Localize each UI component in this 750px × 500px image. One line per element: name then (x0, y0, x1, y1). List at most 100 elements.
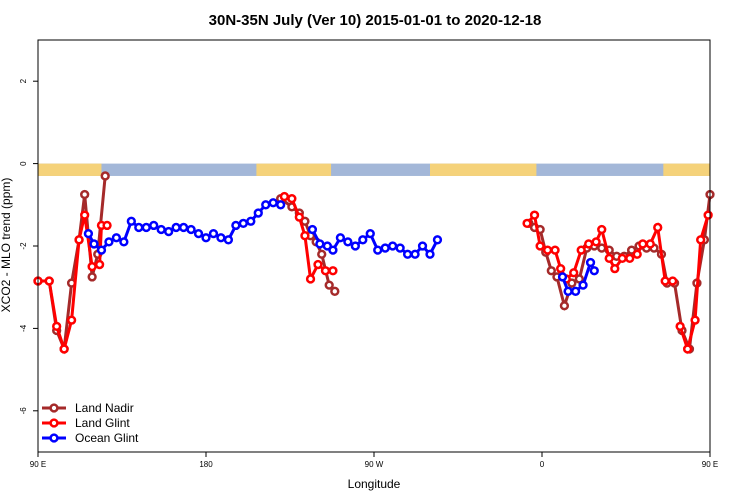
data-point (604, 253, 614, 264)
y-tick-label: -4 (19, 324, 28, 332)
data-point (584, 239, 594, 249)
data-point (610, 264, 620, 274)
data-point (632, 249, 642, 259)
land-mask (38, 163, 710, 176)
data-point (574, 274, 584, 284)
data-point (653, 222, 663, 233)
data-point (529, 210, 540, 220)
legend-label: Ocean Glint (75, 431, 139, 445)
data-point (268, 198, 278, 208)
land-band (38, 163, 102, 176)
data-point (59, 344, 69, 354)
data-point (305, 274, 316, 284)
data-point (74, 235, 84, 245)
data-point (343, 237, 353, 247)
data-point (589, 266, 599, 276)
data-point (164, 226, 174, 237)
data-point (591, 237, 601, 247)
data-point (134, 222, 144, 233)
data-point (559, 301, 570, 311)
data-point (102, 220, 112, 231)
x-tick-label: 90 E (702, 460, 718, 469)
series-land-glint (33, 191, 713, 355)
data-point (307, 224, 318, 235)
data-point (294, 212, 304, 222)
data-point (556, 264, 566, 274)
data-point (313, 259, 323, 270)
data-point (358, 235, 368, 245)
land-band (256, 163, 332, 176)
legend-marker (49, 418, 59, 428)
data-point (178, 222, 189, 233)
data-point (186, 224, 196, 235)
data-point (96, 245, 107, 255)
data-point (425, 249, 435, 259)
y-axis: 2 0 -2 -4 -6 (19, 78, 38, 414)
data-point (542, 245, 553, 255)
data-point (417, 241, 428, 251)
land-band (663, 163, 710, 176)
data-point (402, 249, 413, 259)
data-point (66, 315, 77, 325)
data-point (119, 237, 129, 247)
y-tick-label: 2 (19, 78, 28, 83)
data-point (703, 210, 713, 220)
data-point (410, 249, 420, 259)
data-point (104, 237, 114, 247)
data-point (94, 259, 105, 270)
data-point (690, 315, 700, 325)
data-point (44, 276, 54, 286)
ocean-band (38, 163, 710, 176)
x-tick-label: 90 E (30, 460, 46, 469)
data-point (432, 235, 443, 245)
data-point (597, 243, 607, 253)
data-point (578, 280, 588, 290)
legend-label: Land Nadir (75, 401, 134, 415)
data-point (279, 191, 290, 202)
data-point (89, 239, 99, 249)
data-point (365, 228, 375, 239)
y-tick-label: -6 (19, 407, 28, 415)
data-point (223, 235, 234, 245)
data-point (557, 272, 568, 282)
data-point (231, 220, 241, 231)
data-point (100, 171, 110, 181)
data-point (253, 208, 263, 218)
x-tick-label: 90 W (365, 460, 384, 469)
data-point (317, 249, 327, 259)
data-point (328, 266, 338, 276)
data-point (126, 216, 136, 226)
data-point (570, 286, 581, 296)
x-axis-label: Longitude (348, 477, 401, 491)
data-point (141, 222, 151, 233)
data-point (87, 261, 97, 272)
x-axis: 90 E 180 90 W 0 90 E (30, 452, 718, 469)
data-point (80, 210, 90, 220)
data-point (246, 216, 256, 226)
legend-marker (49, 433, 59, 443)
data-point (380, 243, 390, 253)
data-point (201, 233, 211, 243)
land-band (430, 163, 537, 176)
data-point (287, 193, 297, 204)
legend-marker (49, 403, 59, 413)
data-point (546, 266, 556, 276)
data-point (660, 276, 670, 286)
y-axis-label: XCO2 - MLO trend (ppm) (0, 178, 13, 313)
data-point (563, 286, 573, 296)
data-point (569, 268, 579, 278)
data-point (696, 235, 706, 245)
data-point (276, 200, 286, 210)
data-point (597, 224, 607, 235)
data-point (682, 344, 693, 354)
data-point (261, 200, 271, 210)
data-point (208, 228, 219, 239)
series-layer (33, 171, 715, 355)
data-point (675, 321, 685, 331)
data-point (149, 220, 159, 231)
data-point (156, 224, 166, 235)
data-point (83, 228, 94, 239)
legend-label: Land Glint (75, 416, 130, 430)
